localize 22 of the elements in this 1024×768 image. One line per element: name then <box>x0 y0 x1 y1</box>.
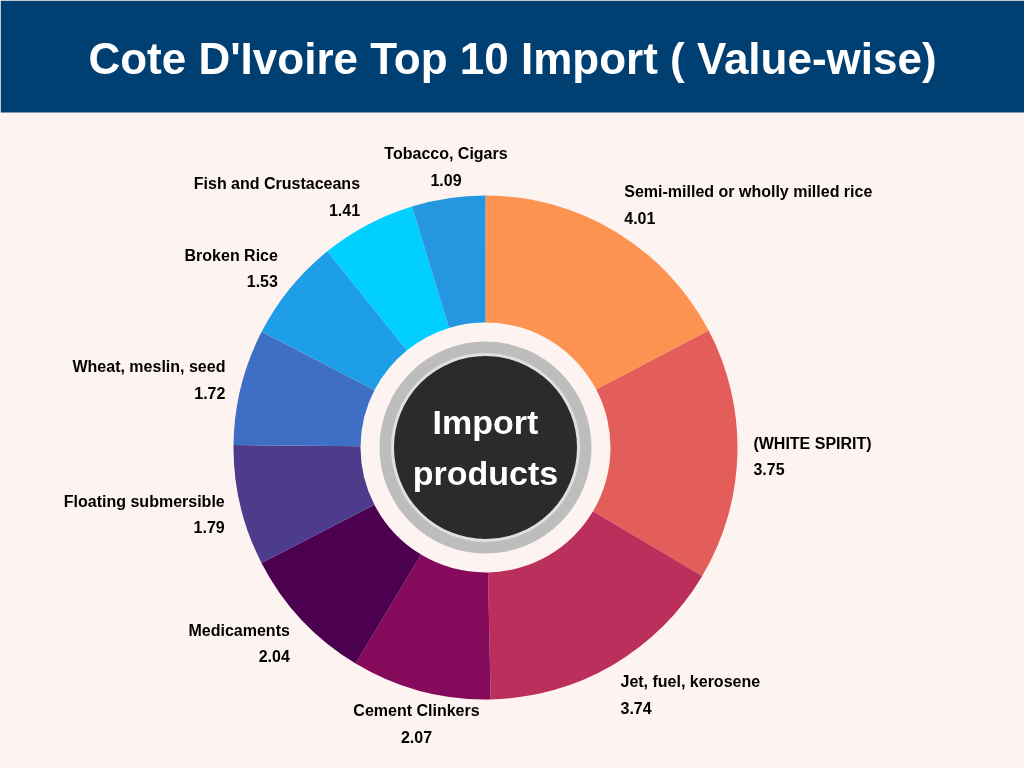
slice-label: Semi-milled or wholly milled rice <box>624 183 873 201</box>
data-label: 3.75 <box>753 461 785 479</box>
slice-label: (WHITE SPIRIT) <box>753 434 872 452</box>
data-label: 1.72 <box>194 384 226 402</box>
chart-title: Cote D'Ivoire Top 10 Import ( Value-wise) <box>88 34 937 83</box>
slice-label: Wheat, meslin, seed <box>72 358 226 376</box>
data-label: 4.01 <box>624 209 656 227</box>
data-label: 2.04 <box>258 648 290 666</box>
slice-label: Medicaments <box>188 621 290 639</box>
slice-label: Floating submersible <box>63 492 225 510</box>
data-label: 3.74 <box>620 699 652 717</box>
data-label: 1.09 <box>430 171 462 189</box>
data-label: 1.79 <box>193 519 225 537</box>
slice-label: Fish and Crustaceans <box>193 175 361 193</box>
slice-label: Jet, fuel, kerosene <box>620 673 761 691</box>
slice-label: Tobacco, Cigars <box>384 145 508 163</box>
slice-label: Cement Clinkers <box>353 702 480 720</box>
data-label: 2.07 <box>400 728 433 746</box>
slice-label: Broken Rice <box>184 246 278 264</box>
text: Import products <box>412 402 559 493</box>
data-label: 1.53 <box>246 273 278 291</box>
data-label: 1.41 <box>328 201 361 219</box>
